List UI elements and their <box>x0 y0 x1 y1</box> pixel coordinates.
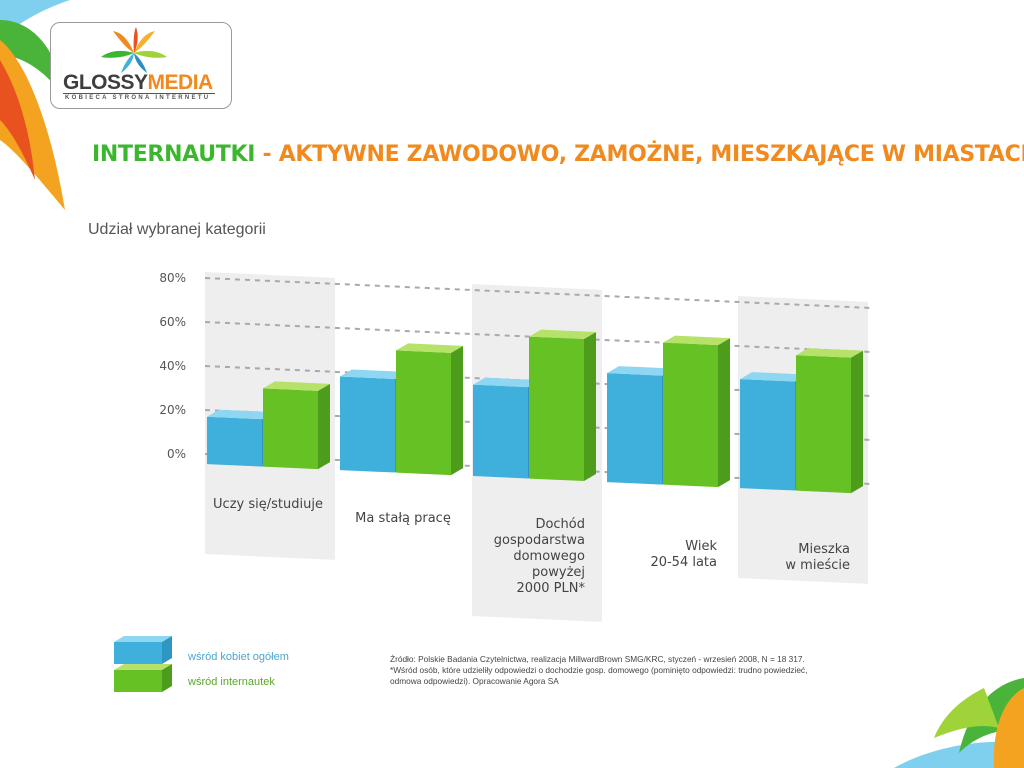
legend-swatches <box>114 636 172 692</box>
y-tick-label: 0% <box>167 447 186 461</box>
category-label: Dochód <box>535 517 585 532</box>
bar-side <box>584 332 596 482</box>
gridline <box>204 277 871 309</box>
source-note: Źródło: Polskie Badania Czytelnictwa, re… <box>390 654 840 687</box>
category-label: Uczy się/studiuje <box>213 497 323 512</box>
bar <box>796 355 851 494</box>
bar <box>529 336 584 482</box>
bar-top <box>263 381 330 391</box>
bar-side <box>851 350 863 494</box>
legend-swatch-blue <box>114 636 172 664</box>
y-tick-label: 20% <box>159 403 186 417</box>
title-part-1: INTERNAUTKI <box>92 142 256 167</box>
y-tick-label: 80% <box>159 271 186 285</box>
bar <box>340 376 395 473</box>
glossymedia-logo: GLOSSYMEDIA KOBIECA STRONA INTERNETU <box>50 22 232 109</box>
category-label: Wiek <box>685 539 717 554</box>
bar-side <box>718 338 730 488</box>
bar <box>663 342 718 488</box>
legend-swatch-green <box>114 664 172 692</box>
category-label: w mieście <box>785 558 850 573</box>
title-part-2: AKTYWNE ZAWODOWO, ZAMOŻNE, MIESZKAJĄCE W… <box>278 142 1024 167</box>
logo-tagline: KOBIECA STRONA INTERNETU <box>65 95 211 101</box>
bar-top <box>473 377 540 388</box>
source-line-1: Źródło: Polskie Badania Czytelnictwa, re… <box>390 654 805 664</box>
bar-side <box>451 345 463 476</box>
bar-top <box>396 343 463 353</box>
logo-divider <box>63 93 215 94</box>
chart-subtitle: Udział wybranej kategorii <box>88 221 266 238</box>
bar-top <box>529 329 596 340</box>
category-label: Ma stałą pracę <box>355 511 451 526</box>
bar <box>207 416 262 467</box>
bar-top <box>740 372 807 382</box>
bar-side <box>318 383 330 470</box>
corner-leaves-top-left <box>0 0 70 210</box>
bar-top <box>340 369 407 379</box>
bar <box>396 350 451 476</box>
bar-top <box>607 366 674 376</box>
category-label: domowego <box>513 549 585 564</box>
page-title: INTERNAUTKI - AKTYWNE ZAWODOWO, ZAMOŻNE,… <box>92 142 1024 167</box>
bar <box>473 384 528 479</box>
logo-wordmark: GLOSSYMEDIA <box>63 71 213 95</box>
bar-chart: 80% 60% 40% 20% 0% Uczy się/studiuje Ma stałą … <box>159 271 871 622</box>
y-tick-label: 40% <box>159 359 186 373</box>
logo-glossy: GLOSSY <box>63 71 148 94</box>
source-line-2: *Wśród osób, które udzieliły odpowiedzi … <box>390 665 808 686</box>
bar-top <box>663 335 730 346</box>
y-tick-label: 60% <box>159 315 186 329</box>
category-label: powyżej <box>532 565 585 580</box>
title-dash: - <box>255 142 279 167</box>
bar <box>607 373 662 485</box>
bar-top <box>207 409 274 420</box>
category-label: gospodarstwa <box>494 533 585 548</box>
bar <box>740 379 795 491</box>
flower-logo-icon <box>101 27 167 73</box>
legend-label-blue: wśród kobiet ogółem <box>188 651 289 663</box>
logo-media: MEDIA <box>147 71 214 94</box>
bar <box>263 388 318 470</box>
legend-label-green: wśród internautek <box>188 676 275 688</box>
corner-leaves-bottom-right <box>894 678 1024 768</box>
bar-top <box>796 348 863 358</box>
category-label: Mieszka <box>798 542 850 557</box>
category-label: 20-54 lata <box>650 555 717 570</box>
category-label: 2000 PLN* <box>516 581 585 596</box>
